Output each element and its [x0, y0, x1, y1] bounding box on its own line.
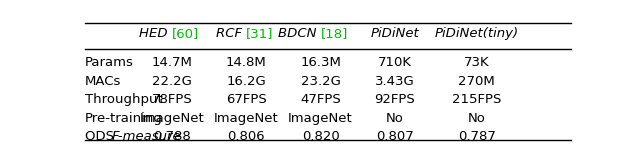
Text: 14.7M: 14.7M: [151, 56, 192, 69]
Text: 270M: 270M: [458, 75, 495, 88]
Text: 16.2G: 16.2G: [227, 75, 266, 88]
Text: 0.820: 0.820: [301, 130, 339, 143]
Text: 3.43G: 3.43G: [375, 75, 415, 88]
Text: ImageNet: ImageNet: [214, 112, 278, 125]
Text: 14.8M: 14.8M: [226, 56, 266, 69]
Text: 73K: 73K: [464, 56, 490, 69]
Text: 22.2G: 22.2G: [152, 75, 192, 88]
Text: 67FPS: 67FPS: [226, 93, 266, 106]
Text: 0.788: 0.788: [153, 130, 191, 143]
Text: MACs: MACs: [85, 75, 122, 88]
Text: ImageNet: ImageNet: [288, 112, 353, 125]
Text: ImageNet: ImageNet: [140, 112, 204, 125]
Text: No: No: [386, 112, 404, 125]
Text: PiDiNet: PiDiNet: [371, 28, 419, 40]
Text: 710K: 710K: [378, 56, 412, 69]
Text: Throughput: Throughput: [85, 93, 163, 106]
Text: 0.806: 0.806: [227, 130, 265, 143]
Text: 0.787: 0.787: [458, 130, 496, 143]
Text: [60]: [60]: [172, 28, 199, 40]
Text: PiDiNet(tiny): PiDiNet(tiny): [435, 28, 519, 40]
Text: [31]: [31]: [246, 28, 274, 40]
Text: Pre-training: Pre-training: [85, 112, 163, 125]
Text: ODS: ODS: [85, 130, 116, 143]
Text: RCF: RCF: [216, 28, 246, 40]
Text: 47FPS: 47FPS: [300, 93, 341, 106]
Text: 16.3M: 16.3M: [300, 56, 341, 69]
Text: F-measure: F-measure: [112, 130, 181, 143]
Text: HED: HED: [139, 28, 172, 40]
Text: 215FPS: 215FPS: [452, 93, 502, 106]
Text: 78FPS: 78FPS: [152, 93, 192, 106]
Text: 92FPS: 92FPS: [374, 93, 415, 106]
Text: 0.807: 0.807: [376, 130, 414, 143]
Text: No: No: [468, 112, 486, 125]
Text: [18]: [18]: [321, 28, 348, 40]
Text: 23.2G: 23.2G: [301, 75, 340, 88]
Text: BDCN: BDCN: [278, 28, 321, 40]
Text: Params: Params: [85, 56, 134, 69]
